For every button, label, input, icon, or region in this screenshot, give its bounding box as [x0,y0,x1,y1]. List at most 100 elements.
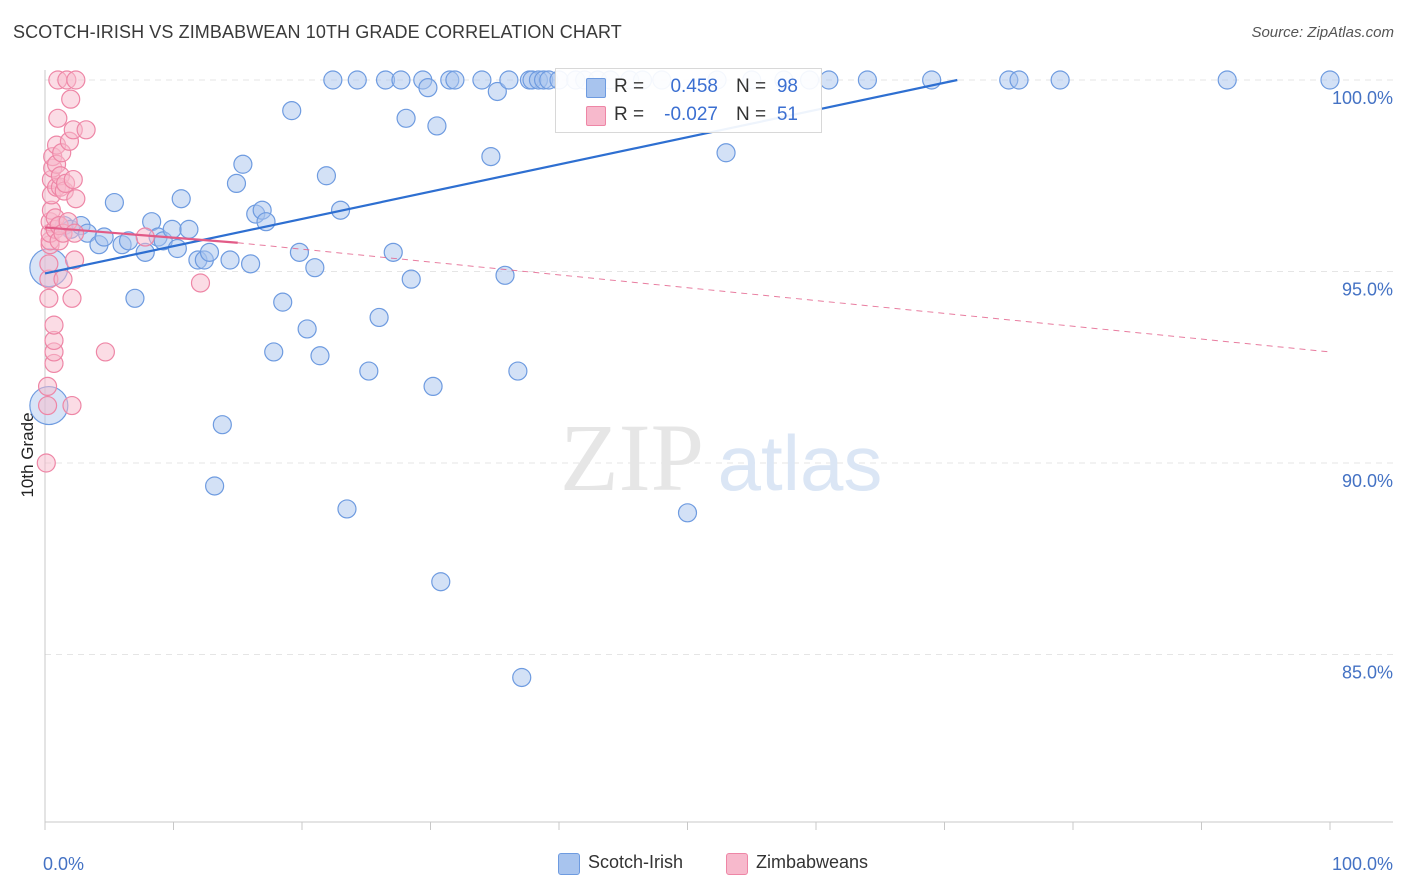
scotch-irish-point [512,667,532,688]
scotch-irish-point [418,78,438,98]
zimbabwean-point [62,395,82,416]
scotch-irish-point [431,572,451,592]
scotch-irish-point [383,242,403,262]
scotch-irish-point [226,173,247,194]
legend-r-value: 0.458 [670,76,718,97]
zimbabwean-point [53,269,73,289]
zimbabwean-point [39,288,59,308]
scotch-irish-point [179,219,199,239]
scotch-irish-point [171,189,191,209]
legend-n-value: 98 [776,76,798,97]
zimbabwean-point [36,453,56,473]
zimbabwean-point [64,223,85,243]
scotch-irish-point [212,415,232,435]
chart-title: SCOTCH-IRISH VS ZIMBABWEAN 10TH GRADE CO… [13,22,622,42]
scotch-irish-point [487,81,507,102]
zimbabwean-point [62,288,82,308]
scotch-irish-point [427,116,447,136]
zimbabwean-point [66,70,86,90]
scotch-irish-point [347,70,367,90]
zimbabwean-point [135,227,155,247]
scotch-irish-point [297,319,317,339]
scotch-irish-point [289,242,310,262]
series-legend: Scotch-Irish Zimbabweans [0,852,1406,876]
scotch-irish-point [677,503,698,523]
zimbabwean-point [48,108,68,128]
scotch-irish-point [391,70,411,90]
x-tick-label-max: 100.0% [1332,854,1393,874]
legend-label: Zimbabweans [756,852,869,872]
legend-swatch-pink [726,853,748,875]
scotch-irish-point [305,258,325,278]
zimbabwean-point [61,89,81,109]
scotch-irish-point [104,192,124,213]
zimbabwean-point [44,315,64,335]
scotch-irish-point [857,70,878,90]
watermark: ZIP atlas [560,404,882,511]
zimbabweans-trend-line-solid [44,226,238,244]
legend-swatch-blue [586,78,606,98]
legend-n-label: N = [736,104,767,125]
legend-row-zimbabweans: R = -0.027 N = 51 [556,101,821,129]
scotch-irish-point [1050,70,1070,90]
watermark-atlas: atlas [718,419,883,507]
scotch-irish-point [472,70,492,90]
legend-swatch-pink [586,106,606,126]
scotch-irish-point [323,70,343,90]
scotch-irish-point [199,242,220,262]
scotch-irish-point [499,70,519,90]
watermark-zip: ZIP [560,404,704,511]
scotch-irish-point [316,166,337,186]
scotch-irish-point [401,269,421,289]
x-tick-labels: 0.0% 100.0% [43,854,1393,874]
scotch-irish-point [282,101,302,121]
y-tick-labels: 100.0% 95.0% 90.0% 85.0% [1332,88,1393,683]
scotch-irish-point [359,361,379,381]
zimbabwean-point [63,169,83,190]
legend-n-value: 51 [776,104,798,125]
y-tick-label: 100.0% [1332,88,1393,108]
zimbabweans-points [36,70,211,473]
source-credit: Source: ZipAtlas.com [1251,24,1394,41]
scotch-irish-point [310,346,330,366]
zimbabweans-trend-line-dashed [237,242,1331,353]
scotch-irish-point [273,292,293,312]
legend-n-label: N = [736,76,767,97]
x-tick-label-min: 0.0% [43,854,84,874]
legend-r-label: R = [614,104,645,125]
scotch-irish-point [162,219,182,239]
scotch-irish-point [396,108,416,128]
legend-r-label: R = [614,76,645,97]
scotch-irish-point [233,154,253,174]
scotch-irish-point [369,307,389,328]
scotch-irish-point [1217,70,1237,90]
scotch-irish-point [167,238,187,259]
legend-row-scotch-irish: R = 0.458 N = 98 [556,73,821,101]
legend-label: Scotch-Irish [588,852,684,872]
y-tick-label: 85.0% [1342,663,1393,683]
scotch-irish-point [125,288,145,308]
scotch-irish-point [337,499,357,519]
scotch-irish-point [495,265,515,285]
scotch-irish-point [423,376,443,396]
scotch-irish-point [205,476,225,496]
y-tick-label: 95.0% [1342,280,1393,300]
zimbabwean-point [37,376,58,396]
scotch-irish-point [819,70,839,90]
scotch-irish-point [241,254,261,274]
scotch-irish-point [264,342,284,362]
scotch-irish-point [1009,70,1029,90]
zimbabwean-point [95,342,115,362]
zimbabwean-point [37,395,58,416]
scotch-irish-point [716,143,736,163]
scotch-irish-point [481,147,501,167]
scotch-irish-point [220,250,240,270]
legend-r-value: -0.027 [664,104,718,125]
scotch-irish-points [29,70,1340,688]
x-ticks [44,822,1331,830]
zimbabwean-point [190,273,211,293]
zimbabwean-point [66,189,86,209]
scotch-irish-point [1320,70,1340,90]
scotch-irish-point [445,70,465,90]
